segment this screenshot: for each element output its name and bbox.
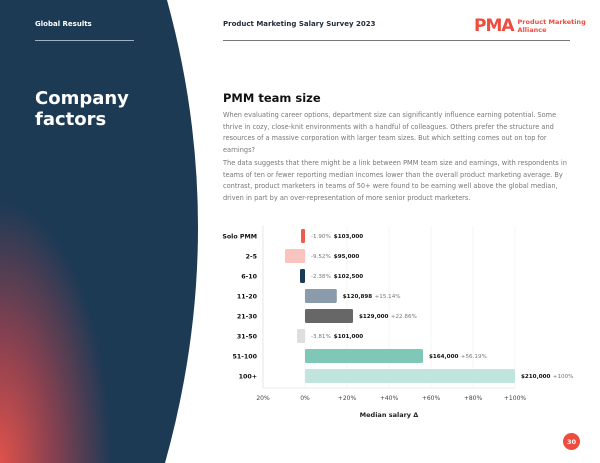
category-label: 51-100 bbox=[232, 354, 257, 361]
bar-100+ bbox=[305, 369, 515, 383]
page-heading: PMM team size bbox=[223, 91, 321, 105]
x-tick-label: +20% bbox=[338, 395, 357, 402]
percent-label: +15.14% bbox=[375, 294, 401, 300]
salary-label: $120,898 bbox=[343, 294, 372, 300]
bar-11-20 bbox=[305, 289, 337, 303]
x-tick-label: +80% bbox=[464, 395, 483, 402]
percent-label: -2.38% bbox=[311, 274, 331, 280]
category-label: Solo PMM bbox=[222, 234, 257, 241]
category-label: 2-5 bbox=[246, 254, 257, 261]
x-tick-label: 0% bbox=[300, 395, 310, 402]
page-number: 30 bbox=[563, 433, 580, 450]
logo-text: Alliance bbox=[517, 26, 547, 34]
salary-label: $95,000 bbox=[334, 254, 360, 260]
pma-logo: PMA Product Marketing Alliance bbox=[474, 16, 586, 36]
x-axis-label: Median salary Δ bbox=[360, 411, 419, 419]
percent-label: -3.81% bbox=[311, 334, 331, 340]
salary-label: $102,500 bbox=[334, 274, 363, 280]
divider bbox=[35, 40, 134, 41]
bar-51-100 bbox=[305, 349, 423, 363]
section-title-line: factors bbox=[35, 109, 107, 130]
bar-2-5 bbox=[285, 249, 305, 263]
section-label: Global Results bbox=[35, 20, 92, 28]
section-title: Company factors bbox=[35, 88, 129, 130]
bar-6-10 bbox=[300, 269, 305, 283]
salary-label: $164,000 bbox=[429, 354, 458, 360]
bar-solo-pmm bbox=[301, 229, 305, 243]
salary-label: $129,000 bbox=[359, 314, 388, 320]
category-label: 100+ bbox=[239, 374, 257, 381]
paragraph: When evaluating career options, departme… bbox=[223, 111, 557, 154]
salary-label: $210,000 bbox=[521, 374, 550, 380]
salary-label: $101,000 bbox=[334, 334, 363, 340]
bar-21-30 bbox=[305, 309, 354, 323]
logo-mark: PMA bbox=[474, 16, 515, 36]
percent-label: -1.90% bbox=[311, 234, 331, 240]
bar-31-50 bbox=[296, 329, 305, 343]
divider bbox=[223, 40, 570, 41]
section-title-line: Company bbox=[35, 88, 129, 109]
category-label: 21-30 bbox=[237, 314, 258, 321]
paragraph: The data suggests that there might be a … bbox=[223, 159, 567, 202]
report-title: Product Marketing Salary Survey 2023 bbox=[223, 20, 376, 28]
category-label: 31-50 bbox=[237, 334, 258, 341]
x-tick-label: 20% bbox=[256, 395, 270, 402]
percent-label: +22.86% bbox=[391, 314, 417, 320]
x-tick-label: +100% bbox=[504, 395, 526, 402]
salary-label: $103,000 bbox=[334, 234, 363, 240]
percent-label: -9.52% bbox=[311, 254, 331, 260]
x-tick-label: +60% bbox=[422, 395, 441, 402]
percent-label: +100% bbox=[553, 374, 574, 380]
category-label: 6-10 bbox=[241, 274, 257, 281]
logo-text: Product Marketing bbox=[517, 18, 586, 26]
percent-label: +56.19% bbox=[461, 354, 487, 360]
category-label: 11-20 bbox=[237, 294, 258, 301]
x-tick-label: +40% bbox=[380, 395, 399, 402]
